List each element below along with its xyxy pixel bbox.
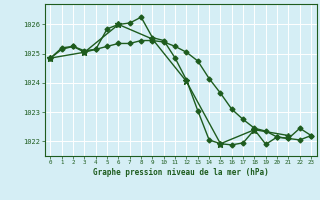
X-axis label: Graphe pression niveau de la mer (hPa): Graphe pression niveau de la mer (hPa) — [93, 168, 269, 177]
